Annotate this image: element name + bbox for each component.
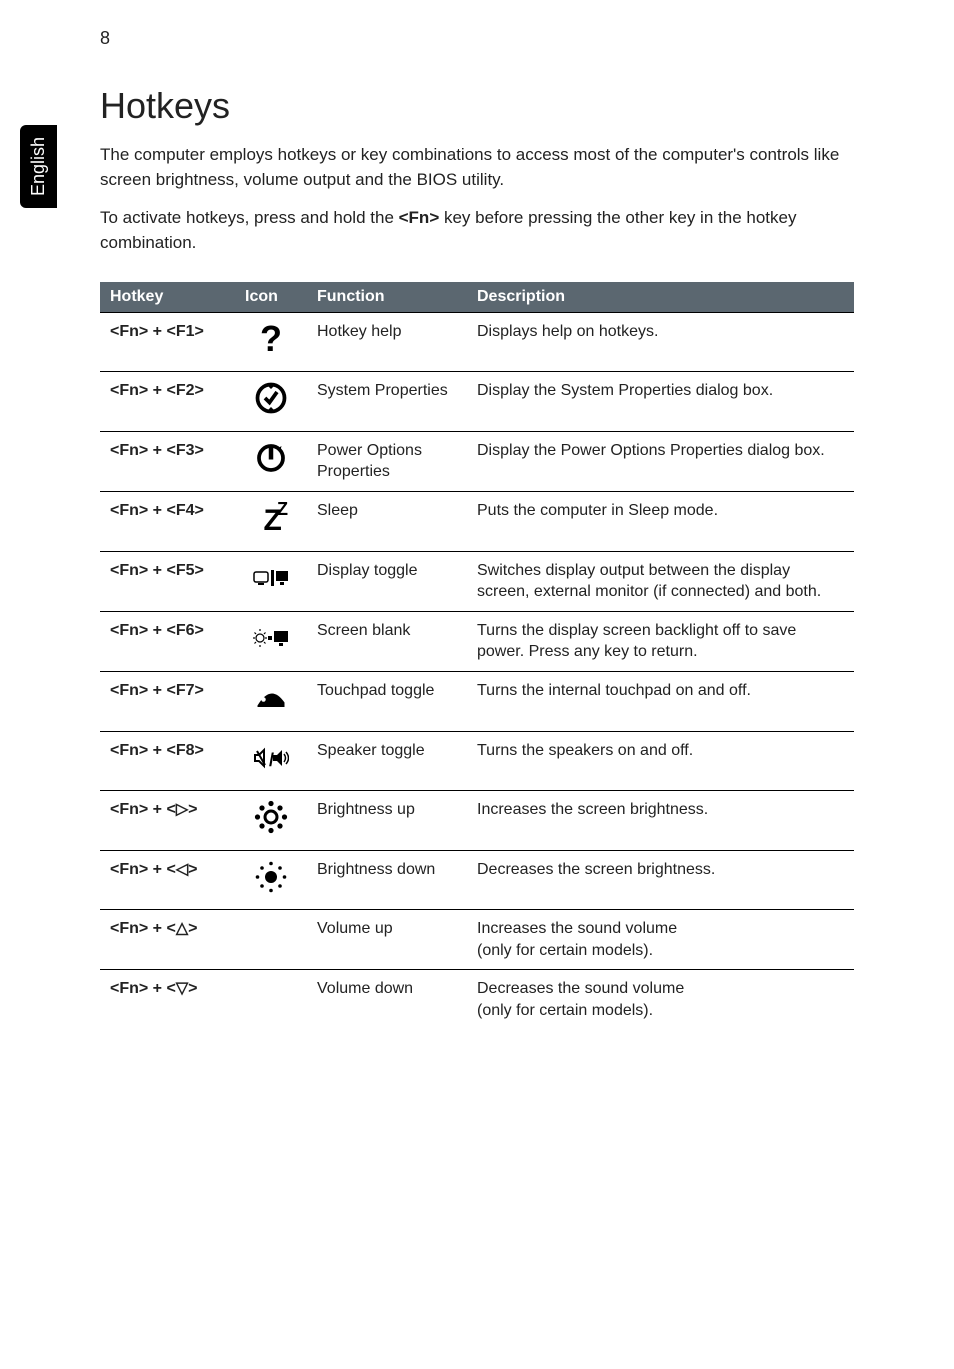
function-cell: Touchpad toggle xyxy=(307,671,467,731)
page-content: Hotkeys The computer employs hotkeys or … xyxy=(0,0,954,1090)
hotkey-cell: <Fn> + <F6> xyxy=(100,611,235,671)
page-number: 8 xyxy=(100,28,110,49)
description-cell: Puts the computer in Sleep mode. xyxy=(467,491,854,551)
description-cell: Decreases the sound volume(only for cert… xyxy=(467,970,854,1030)
table-row: <Fn> + <F6> Screen blankTurns the display… xyxy=(100,611,854,671)
function-cell: Speaker toggle xyxy=(307,731,467,791)
icon-cell xyxy=(235,731,307,791)
table-row: <Fn> + <◁> Brightness downDecreases the s… xyxy=(100,850,854,910)
col-header-hotkey: Hotkey xyxy=(100,282,235,313)
col-header-icon: Icon xyxy=(235,282,307,313)
icon-cell xyxy=(235,611,307,671)
icon-cell xyxy=(235,671,307,731)
question-icon xyxy=(253,321,289,357)
hotkey-cell: <Fn> + <▽> xyxy=(100,970,235,1030)
function-cell: Volume down xyxy=(307,970,467,1030)
hotkey-cell: <Fn> + <F2> xyxy=(100,372,235,432)
table-row: <Fn> + <F8> Speaker toggleTurns the speak… xyxy=(100,731,854,791)
hotkey-cell: <Fn> + <F8> xyxy=(100,731,235,791)
description-cell: Increases the sound volume(only for cert… xyxy=(467,910,854,970)
brightness-down-icon xyxy=(253,859,289,895)
intro-paragraph-2: To activate hotkeys, press and hold the … xyxy=(100,206,854,255)
col-header-description: Description xyxy=(467,282,854,313)
function-cell: Display toggle xyxy=(307,551,467,611)
hotkey-cell: <Fn> + <◁> xyxy=(100,850,235,910)
icon-cell xyxy=(235,551,307,611)
hotkey-cell: <Fn> + <F7> xyxy=(100,671,235,731)
display-toggle-icon xyxy=(253,560,289,596)
description-cell: Display the Power Options Properties dia… xyxy=(467,431,854,491)
table-row: <Fn> + <F4> SleepPuts the computer in Sle… xyxy=(100,491,854,551)
table-row: <Fn> + <F2> System PropertiesDisplay the … xyxy=(100,372,854,432)
description-cell: Displays help on hotkeys. xyxy=(467,312,854,372)
icon-cell xyxy=(235,910,307,970)
table-row: <Fn> + <F7> Touchpad toggleTurns the inte… xyxy=(100,671,854,731)
speaker-toggle-icon xyxy=(253,740,289,776)
hotkey-cell: <Fn> + <F1> xyxy=(100,312,235,372)
icon-cell xyxy=(235,372,307,432)
language-tab: English xyxy=(20,125,57,208)
description-cell: Turns the display screen backlight off t… xyxy=(467,611,854,671)
description-cell: Switches display output between the disp… xyxy=(467,551,854,611)
intro-paragraph-1: The computer employs hotkeys or key comb… xyxy=(100,143,854,192)
table-row: <Fn> + <△> Volume upIncreases the sound v… xyxy=(100,910,854,970)
hotkey-cell: <Fn> + <▷> xyxy=(100,791,235,851)
description-cell: Display the System Properties dialog box… xyxy=(467,372,854,432)
power-options-icon xyxy=(253,440,289,476)
icon-cell xyxy=(235,970,307,1030)
description-cell: Turns the internal touchpad on and off. xyxy=(467,671,854,731)
table-header-row: Hotkey Icon Function Description xyxy=(100,282,854,313)
function-cell: Sleep xyxy=(307,491,467,551)
icon-cell xyxy=(235,491,307,551)
hotkeys-table: Hotkey Icon Function Description <Fn> + … xyxy=(100,282,854,1030)
intro-text: The computer employs hotkeys or key comb… xyxy=(100,143,854,256)
icon-cell xyxy=(235,312,307,372)
table-row: <Fn> + <F3> Power Options PropertiesDispl… xyxy=(100,431,854,491)
function-cell: Hotkey help xyxy=(307,312,467,372)
table-row: <Fn> + <▷> Brightness upIncreases the scr… xyxy=(100,791,854,851)
hotkey-cell: <Fn> + <△> xyxy=(100,910,235,970)
table-row: <Fn> + <F5> Display toggleSwitches displa… xyxy=(100,551,854,611)
description-cell: Turns the speakers on and off. xyxy=(467,731,854,791)
description-cell: Decreases the screen brightness. xyxy=(467,850,854,910)
system-properties-icon xyxy=(253,380,289,416)
function-cell: Power Options Properties xyxy=(307,431,467,491)
hotkey-cell: <Fn> + <F3> xyxy=(100,431,235,491)
hotkey-cell: <Fn> + <F4> xyxy=(100,491,235,551)
col-header-function: Function xyxy=(307,282,467,313)
description-cell: Increases the screen brightness. xyxy=(467,791,854,851)
icon-cell xyxy=(235,431,307,491)
touchpad-toggle-icon xyxy=(253,680,289,716)
function-cell: Screen blank xyxy=(307,611,467,671)
sleep-icon xyxy=(253,500,289,536)
screen-blank-icon xyxy=(253,620,289,656)
table-row: <Fn> + <F1> Hotkey helpDisplays help on h… xyxy=(100,312,854,372)
hotkey-cell: <Fn> + <F5> xyxy=(100,551,235,611)
function-cell: System Properties xyxy=(307,372,467,432)
function-cell: Brightness down xyxy=(307,850,467,910)
page-title: Hotkeys xyxy=(100,85,854,127)
table-row: <Fn> + <▽> Volume downDecreases the sound… xyxy=(100,970,854,1030)
function-cell: Brightness up xyxy=(307,791,467,851)
icon-cell xyxy=(235,791,307,851)
brightness-up-icon xyxy=(253,799,289,835)
icon-cell xyxy=(235,850,307,910)
function-cell: Volume up xyxy=(307,910,467,970)
